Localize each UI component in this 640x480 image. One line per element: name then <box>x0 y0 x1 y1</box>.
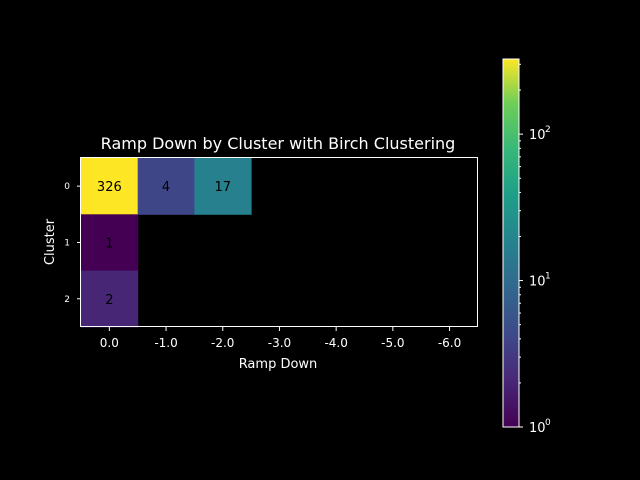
y-axis-ticks: 0 1 2 <box>64 182 81 305</box>
cell-value-label: 326 <box>97 180 122 195</box>
y-tick-label: 0 <box>64 182 70 192</box>
colorbar-tick-label: 10 <box>529 128 546 143</box>
y-tick-label: 1 <box>64 238 70 248</box>
chart-title: Ramp Down by Cluster with Birch Clusteri… <box>101 134 456 153</box>
x-tick-label: -1.0 <box>154 336 177 350</box>
x-tick-label: -3.0 <box>268 336 291 350</box>
colorbar-tick-exponent: 1 <box>545 272 551 282</box>
heatmap-cells <box>81 158 252 328</box>
x-tick-label: -4.0 <box>324 336 347 350</box>
y-axis-label: Cluster <box>43 218 58 265</box>
cell-value-label: 17 <box>214 180 231 195</box>
y-tick-label: 2 <box>64 295 70 305</box>
heatmap-cell <box>81 158 139 215</box>
heatmap-cell-labels: 326 4 17 1 2 <box>97 180 231 308</box>
colorbar-tick-label: 10 <box>529 275 546 290</box>
cell-value-label: 2 <box>105 293 113 308</box>
heatmap-cell <box>194 158 252 215</box>
cell-value-label: 1 <box>105 236 113 251</box>
x-axis-label: Ramp Down <box>239 357 318 372</box>
heatmap-cell <box>81 214 139 272</box>
heatmap-cell <box>81 270 139 328</box>
x-tick-label: -5.0 <box>381 336 404 350</box>
x-tick-label: 0.0 <box>100 336 119 350</box>
x-axis-ticks: 0.0 -1.0 -2.0 -3.0 -4.0 -5.0 -6.0 <box>100 327 461 350</box>
colorbar-tick-label: 10 <box>529 421 546 436</box>
colorbar-tick-exponent: 0 <box>545 418 551 428</box>
colorbar-tick-exponent: 2 <box>545 125 551 135</box>
colorbar <box>502 58 520 428</box>
heatmap-cell <box>137 158 195 215</box>
x-tick-label: -6.0 <box>438 336 461 350</box>
x-tick-label: -2.0 <box>211 336 234 350</box>
cell-value-label: 4 <box>162 180 170 195</box>
